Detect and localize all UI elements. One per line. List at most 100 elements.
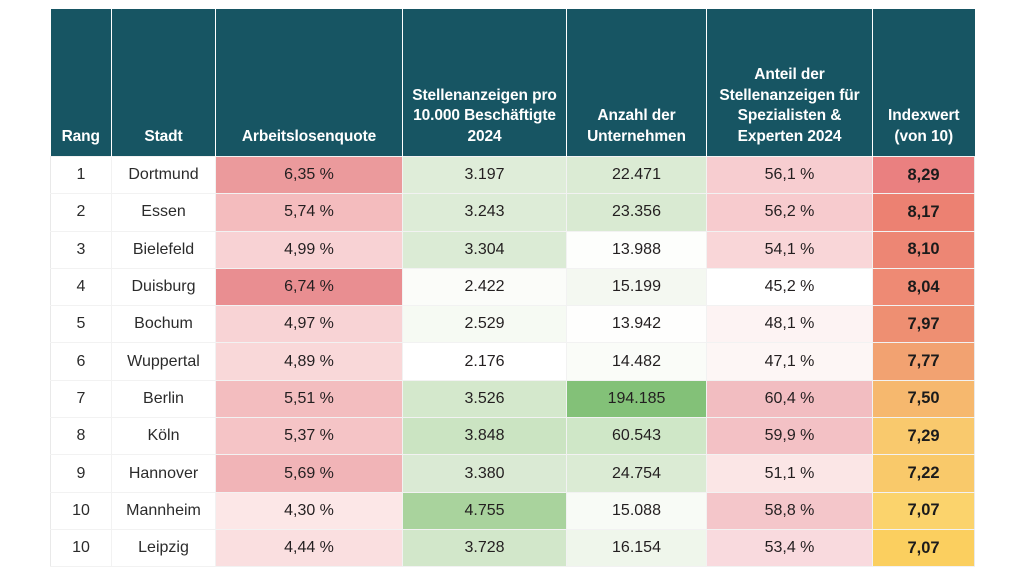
cell-unternehmen: 24.754 [566,454,707,493]
table-row: 2 Essen 5,74 % 3.243 23.356 56,2 % 8,17 [50,193,975,232]
cell-anteil: 60,4 % [706,379,873,419]
cell-stadt: Köln [111,417,216,456]
cell-unternehmen: 14.482 [566,342,707,381]
cell-rang: 6 [50,342,112,381]
column-header-indexwert: Indexwert (von 10) [872,8,975,157]
cell-stellenanzeigen: 3.526 [402,379,567,419]
cell-stellenanzeigen: 2.176 [402,342,567,381]
cell-indexwert: 8,17 [872,193,975,232]
column-header-anteil-spezialisten: Anteil der Stellenanzeigen für Spezialis… [706,8,873,157]
cell-stellenanzeigen: 3.243 [402,193,567,232]
cell-indexwert: 7,07 [872,528,975,568]
cell-indexwert: 8,29 [872,155,975,195]
header-row: Rang Stadt Arbeitslosenquote Stellenanze… [50,8,975,157]
cell-arbeitslosenquote: 4,30 % [215,491,403,530]
cell-arbeitslosenquote: 4,89 % [215,342,403,381]
cell-indexwert: 7,29 [872,417,975,456]
cell-indexwert: 7,97 [872,305,975,344]
cell-anteil: 47,1 % [706,342,873,381]
cell-indexwert: 7,22 [872,454,975,493]
cell-anteil: 59,9 % [706,417,873,456]
cell-unternehmen: 15.088 [566,491,707,530]
table-row: 10 Leipzig 4,44 % 3.728 16.154 53,4 % 7,07 [50,528,975,568]
cell-anteil: 53,4 % [706,528,873,568]
cell-anteil: 51,1 % [706,454,873,493]
cell-unternehmen: 16.154 [566,528,707,568]
cell-anteil: 56,2 % [706,193,873,232]
cell-stadt: Bielefeld [111,230,216,269]
cell-stadt: Berlin [111,379,216,419]
column-header-unternehmen: Anzahl der Unternehmen [566,8,707,157]
cell-unternehmen: 23.356 [566,193,707,232]
cell-arbeitslosenquote: 6,35 % [215,155,403,195]
table-body: 1 Dortmund 6,35 % 3.197 22.471 56,1 % 8,29 2 Ess… [50,155,975,568]
cell-stadt: Hannover [111,454,216,493]
table-row: 10 Mannheim 4,30 % 4.755 15.088 58,8 % 7,07 [50,491,975,530]
cell-indexwert: 8,04 [872,267,975,307]
table-row: 8 Köln 5,37 % 3.848 60.543 59,9 % 7,29 [50,417,975,456]
column-header-arbeitslosenquote: Arbeitslosenquote [215,8,403,157]
cell-stellenanzeigen: 2.422 [402,267,567,307]
cell-anteil: 56,1 % [706,155,873,195]
cell-stadt: Leipzig [111,528,216,568]
city-ranking-table: Rang Stadt Arbeitslosenquote Stellenanze… [50,8,975,568]
table-row: 9 Hannover 5,69 % 3.380 24.754 51,1 % 7,22 [50,454,975,493]
table-row: 7 Berlin 5,51 % 3.526 194.185 60,4 % 7,50 [50,379,975,419]
table-row: 6 Wuppertal 4,89 % 2.176 14.482 47,1 % 7,77 [50,342,975,381]
cell-arbeitslosenquote: 4,97 % [215,305,403,344]
cell-stellenanzeigen: 3.380 [402,454,567,493]
table-header: Rang Stadt Arbeitslosenquote Stellenanze… [50,8,975,157]
column-header-rang: Rang [50,8,112,157]
cell-stellenanzeigen: 3.728 [402,528,567,568]
cell-rang: 2 [50,193,112,232]
cell-stadt: Wuppertal [111,342,216,381]
cell-stellenanzeigen: 3.197 [402,155,567,195]
cell-indexwert: 7,07 [872,491,975,530]
column-header-stellenanzeigen: Stellenanzeigen pro 10.000 Beschäftigte … [402,8,567,157]
cell-stadt: Essen [111,193,216,232]
column-header-stadt: Stadt [111,8,216,157]
cell-rang: 4 [50,267,112,307]
cell-rang: 3 [50,230,112,269]
cell-rang: 1 [50,155,112,195]
cell-arbeitslosenquote: 5,51 % [215,379,403,419]
cell-arbeitslosenquote: 4,44 % [215,528,403,568]
cell-indexwert: 8,10 [872,230,975,269]
cell-anteil: 54,1 % [706,230,873,269]
cell-stellenanzeigen: 3.304 [402,230,567,269]
cell-indexwert: 7,50 [872,379,975,419]
cell-arbeitslosenquote: 5,37 % [215,417,403,456]
cell-unternehmen: 15.199 [566,267,707,307]
cell-rang: 10 [50,491,112,530]
cell-indexwert: 7,77 [872,342,975,381]
cell-stadt: Dortmund [111,155,216,195]
cell-anteil: 45,2 % [706,267,873,307]
cell-stadt: Duisburg [111,267,216,307]
table-row: 3 Bielefeld 4,99 % 3.304 13.988 54,1 % 8,10 [50,230,975,269]
table-row: 5 Bochum 4,97 % 2.529 13.942 48,1 % 7,97 [50,305,975,344]
cell-rang: 8 [50,417,112,456]
ranking-table-container: Rang Stadt Arbeitslosenquote Stellenanze… [50,8,975,568]
cell-arbeitslosenquote: 4,99 % [215,230,403,269]
table-row: 1 Dortmund 6,35 % 3.197 22.471 56,1 % 8,29 [50,155,975,195]
cell-unternehmen: 13.942 [566,305,707,344]
cell-stellenanzeigen: 3.848 [402,417,567,456]
cell-stadt: Bochum [111,305,216,344]
cell-stellenanzeigen: 2.529 [402,305,567,344]
cell-anteil: 58,8 % [706,491,873,530]
cell-arbeitslosenquote: 5,74 % [215,193,403,232]
cell-unternehmen: 13.988 [566,230,707,269]
cell-stellenanzeigen: 4.755 [402,491,567,530]
cell-stadt: Mannheim [111,491,216,530]
cell-unternehmen: 22.471 [566,155,707,195]
cell-unternehmen: 60.543 [566,417,707,456]
table-row: 4 Duisburg 6,74 % 2.422 15.199 45,2 % 8,04 [50,267,975,307]
cell-rang: 9 [50,454,112,493]
cell-rang: 7 [50,379,112,419]
cell-unternehmen: 194.185 [566,379,707,419]
cell-rang: 10 [50,528,112,568]
cell-rang: 5 [50,305,112,344]
cell-arbeitslosenquote: 6,74 % [215,267,403,307]
cell-arbeitslosenquote: 5,69 % [215,454,403,493]
